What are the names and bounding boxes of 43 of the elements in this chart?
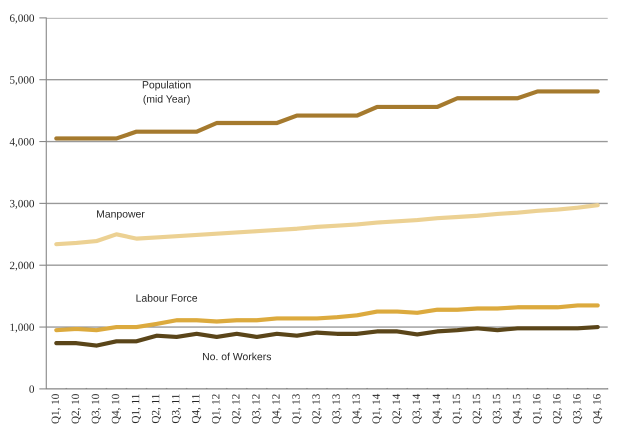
x-tick-label: Q4, 12 — [272, 394, 282, 424]
x-tick-label: Q2, 14 — [392, 394, 402, 424]
x-tick-label: Q4, 14 — [432, 394, 442, 424]
x-tick-label: Q4, 13 — [352, 394, 362, 424]
line-series — [54, 89, 600, 141]
x-tick-label: Q3, 12 — [252, 394, 262, 424]
line-series — [54, 303, 600, 332]
x-tick-label: Q1, 13 — [292, 394, 302, 424]
x-tick-label: Q2, 12 — [232, 394, 242, 424]
x-tick-label: Q2, 11 — [152, 394, 162, 424]
y-tick-label: 0 — [29, 385, 34, 393]
x-tick-label: Q4, 16 — [593, 394, 602, 424]
y-tick-label: 1,000 — [10, 324, 34, 333]
x-tick-label: Q2, 16 — [552, 394, 562, 424]
x-tick-label: Q4, 11 — [192, 394, 202, 424]
x-tick-label: Q1, 11 — [132, 394, 141, 424]
x-tick-label: Q1, 15 — [452, 394, 462, 424]
x-tick-label: Q1, 16 — [532, 394, 542, 424]
x-tick-label: Q3, 13 — [332, 394, 342, 424]
series-label: No. of Workers — [202, 352, 272, 360]
x-tick-label: Q3, 11 — [172, 394, 182, 424]
x-tick-label: Q3, 15 — [492, 394, 502, 424]
series-label: Manpower — [97, 210, 145, 220]
x-tick-label: Q1, 10 — [52, 394, 61, 424]
y-tick-label: 6,000 — [10, 14, 34, 24]
x-tick-label: Q3, 10 — [92, 394, 101, 424]
series-label: Labour Force — [136, 294, 198, 302]
text: Population (mid Year) — [142, 80, 191, 105]
x-tick-label: Q4, 15 — [512, 394, 522, 424]
x-tick-label: Q4, 10 — [112, 394, 121, 424]
y-tick-label: 4,000 — [10, 138, 34, 148]
y-tick-label: 5,000 — [10, 76, 34, 86]
y-tick-label: 2,000 — [10, 262, 34, 271]
x-tick-label: Q2, 10 — [72, 394, 81, 424]
x-tick-label: Q2, 13 — [312, 394, 322, 424]
x-tick-label: Q3, 16 — [572, 394, 582, 424]
x-tick-label: Q1, 14 — [372, 394, 382, 424]
line-series — [54, 324, 600, 348]
y-tick-label: 3,000 — [10, 200, 34, 209]
x-tick-label: Q3, 14 — [412, 394, 422, 424]
x-tick-label: Q1, 12 — [212, 394, 222, 424]
line-series — [54, 203, 600, 246]
x-tick-label: Q2, 15 — [472, 394, 482, 424]
